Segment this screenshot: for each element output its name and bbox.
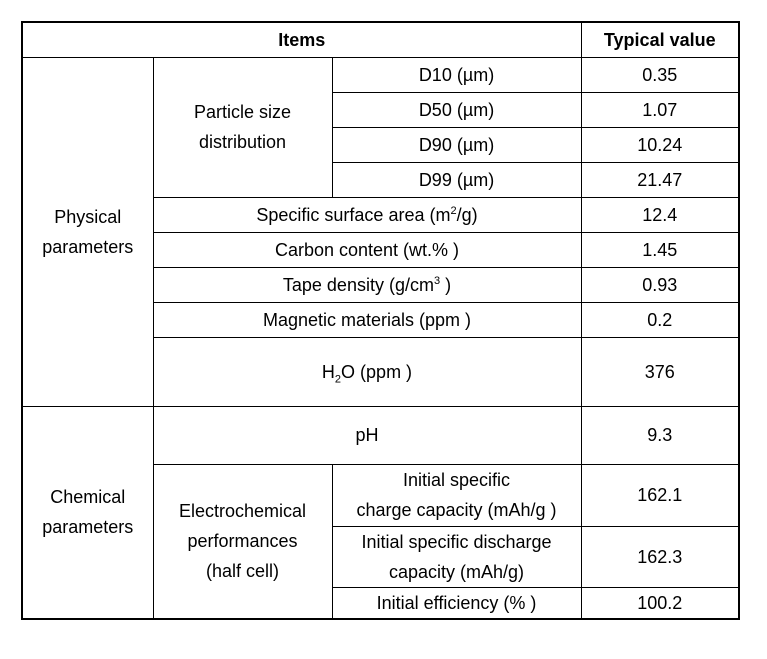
item-name: Initial efficiency (% ): [331, 586, 582, 619]
item-value: 0.2: [580, 301, 740, 338]
table-row: Chemical parameters pH 9.3: [21, 405, 740, 619]
header-items: Items: [21, 21, 582, 58]
item-name-ssa: Specific surface area (m2/g): [152, 196, 582, 233]
table-row: Carbon content (wt.% ) 1.45: [22, 231, 740, 268]
item-value: 162.1: [580, 463, 740, 527]
item-name: Magnetic materials (ppm ): [152, 301, 582, 338]
table-row: Electrochemical performances (half cell)…: [22, 463, 740, 619]
tape-text: Tape density (g/cm: [282, 274, 434, 295]
group-label-line: Chemical: [50, 487, 126, 507]
item-value: 12.4: [580, 196, 740, 233]
item-value: 21.47: [580, 161, 740, 198]
charge-label-line: charge capacity (mAh/g ): [356, 500, 557, 520]
header-row: Items Typical value: [21, 21, 740, 58]
ssa-unit: /g): [456, 204, 478, 225]
item-value: 1.07: [580, 91, 740, 128]
table-row: Magnetic materials (ppm ) 0.2: [22, 301, 740, 338]
chemical-parameters-group: Chemical parameters: [21, 405, 154, 619]
table-row: Initial specific discharge capacity (mAh…: [22, 525, 740, 588]
item-name: Carbon content (wt.% ): [152, 231, 582, 268]
table-row: Physical parameters Particle size distri…: [21, 56, 740, 407]
item-value: 9.3: [580, 405, 740, 465]
table-row: D50 (µm) 1.07: [22, 91, 740, 128]
item-value: 0.35: [580, 56, 740, 93]
item-name: D90 (µm): [331, 126, 582, 163]
table-row: Tape density (g/cm3 ) 0.93: [22, 266, 740, 303]
header-typical-value: Typical value: [580, 21, 740, 58]
item-value: 10.24: [580, 126, 740, 163]
item-name-h2o: H2O (ppm ): [152, 336, 582, 407]
ssa-text: Specific surface area (m: [256, 204, 451, 225]
item-value: 1.45: [580, 231, 740, 268]
item-value: 162.3: [580, 525, 740, 588]
table-row: Initial efficiency (% ) 100.2: [22, 586, 740, 619]
electrochemical-label: Electrochemical performances (half cell): [152, 463, 333, 619]
item-value: 0.93: [580, 266, 740, 303]
psd-label-line: distribution: [198, 132, 287, 152]
group-label-line: Physical: [54, 206, 122, 227]
psd-label: Particle size distribution: [152, 56, 333, 198]
psd-label-line: Particle size: [193, 102, 292, 122]
group-label-line: parameters: [42, 236, 134, 257]
item-name-discharge: Initial specific discharge capacity (mAh…: [331, 525, 582, 588]
electro-label-line: (half cell): [205, 561, 280, 581]
electro-label-line: performances: [187, 531, 298, 551]
group-label-line: parameters: [42, 517, 134, 537]
tape-superscript: 3: [433, 274, 441, 287]
electro-label-line: Electrochemical: [178, 501, 307, 521]
item-name-tape: Tape density (g/cm3 ): [152, 266, 582, 303]
h2o-text: H: [321, 361, 335, 382]
ssa-superscript: 2: [450, 204, 457, 217]
physical-parameters-group: Physical parameters: [21, 56, 154, 407]
table-row: D99 (µm) 21.47: [22, 161, 740, 198]
properties-table: Items Typical value Physical parameters …: [21, 21, 740, 620]
item-name: D99 (µm): [331, 161, 582, 198]
item-value: 100.2: [580, 586, 740, 619]
discharge-label-line: Initial specific discharge: [361, 531, 552, 552]
item-name-charge: Initial specific charge capacity (mAh/g …: [331, 463, 582, 527]
h2o-unit: O (ppm ): [341, 361, 413, 382]
table-row: D90 (µm) 10.24: [22, 126, 740, 163]
item-name: D10 (µm): [331, 56, 582, 93]
h2o-subscript: 2: [334, 373, 342, 386]
discharge-label-line: capacity (mAh/g): [388, 561, 525, 582]
charge-label-line: Initial specific: [402, 470, 511, 490]
item-name: pH: [152, 405, 582, 465]
item-name: D50 (µm): [331, 91, 582, 128]
tape-unit: ): [440, 274, 452, 295]
item-value: 376: [580, 336, 740, 407]
